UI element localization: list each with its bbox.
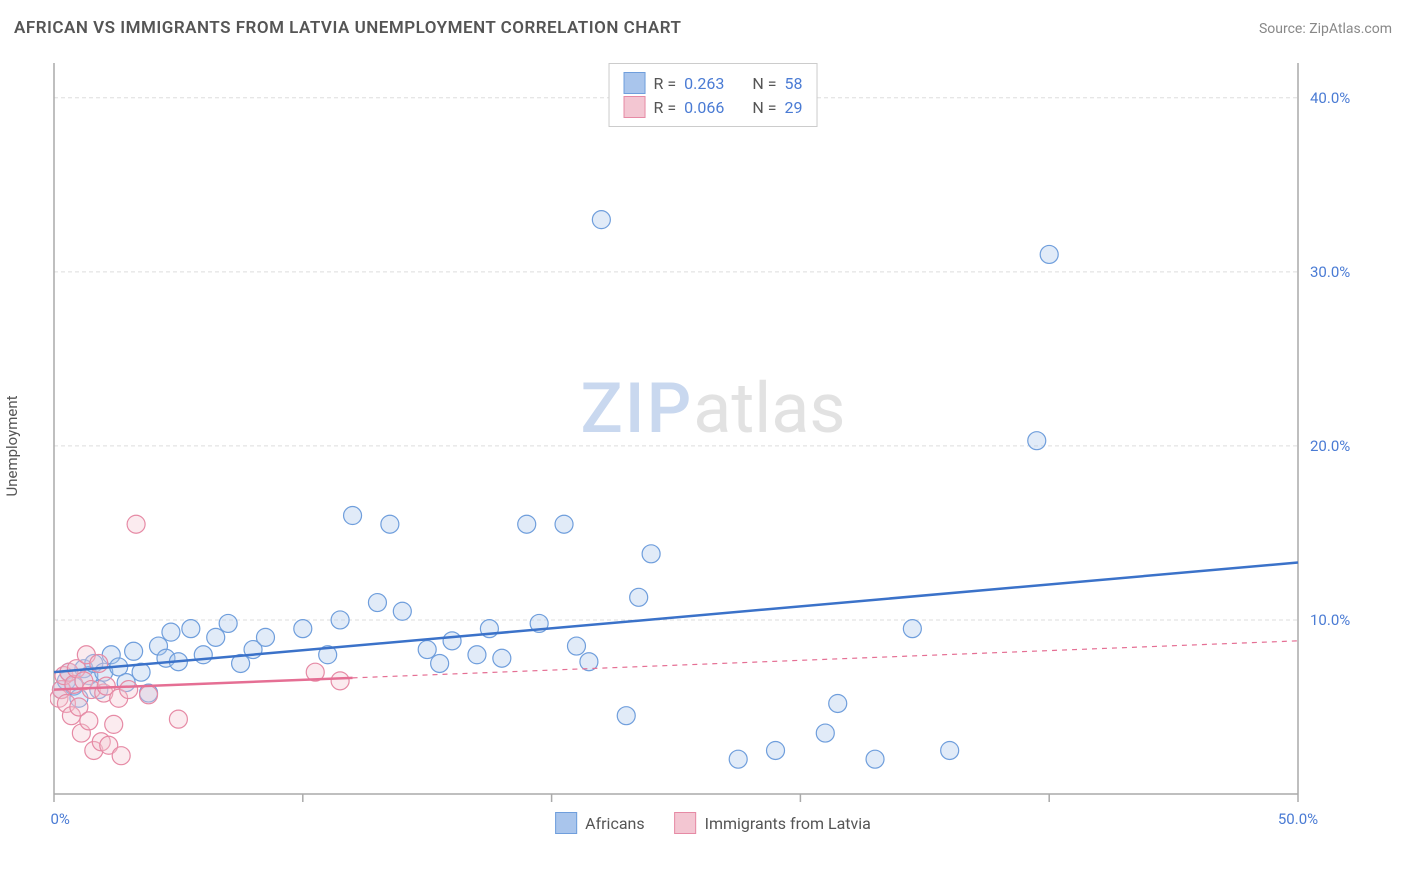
chart-area: 10.0%20.0%30.0%40.0%0.0%50.0% ZIPatlas R… bbox=[50, 55, 1376, 842]
bottom-legend: Africans Immigrants from Latvia bbox=[555, 812, 871, 834]
swatch-latvia bbox=[624, 96, 646, 118]
svg-text:40.0%: 40.0% bbox=[1310, 89, 1350, 107]
legend-swatch-latvia bbox=[675, 812, 697, 834]
svg-text:20.0%: 20.0% bbox=[1310, 437, 1350, 455]
stats-box: R = 0.263 N = 58 R = 0.066 N = 29 bbox=[609, 63, 818, 127]
r-label: R = bbox=[654, 74, 677, 93]
legend-swatch-africans bbox=[555, 812, 577, 834]
svg-text:50.0%: 50.0% bbox=[1278, 810, 1318, 828]
stats-row-africans: R = 0.263 N = 58 bbox=[624, 72, 803, 94]
legend-item-latvia: Immigrants from Latvia bbox=[675, 812, 871, 834]
r-value-africans: 0.263 bbox=[684, 74, 724, 93]
legend-item-africans: Africans bbox=[555, 812, 644, 834]
scatter-chart: 10.0% 20.0% 30.0% 40.0% 0.0% 50.0% bbox=[50, 55, 1376, 842]
legend-label-latvia: Immigrants from Latvia bbox=[705, 814, 871, 833]
r-label: R = bbox=[654, 98, 677, 117]
n-value-latvia: 29 bbox=[784, 98, 802, 117]
chart-title: AFRICAN VS IMMIGRANTS FROM LATVIA UNEMPL… bbox=[14, 18, 681, 38]
y-axis-label: Unemployment bbox=[3, 395, 21, 496]
svg-text:10.0%: 10.0% bbox=[1310, 611, 1350, 629]
n-label: N = bbox=[752, 98, 776, 117]
n-value-africans: 58 bbox=[784, 74, 802, 93]
chart-source: Source: ZipAtlas.com bbox=[1259, 21, 1392, 37]
legend-label-africans: Africans bbox=[585, 814, 644, 833]
stats-row-latvia: R = 0.066 N = 29 bbox=[624, 96, 803, 118]
n-label: N = bbox=[752, 74, 776, 93]
svg-text:0.0%: 0.0% bbox=[50, 810, 70, 828]
r-value-latvia: 0.066 bbox=[684, 98, 724, 117]
swatch-africans bbox=[624, 72, 646, 94]
svg-text:30.0%: 30.0% bbox=[1310, 263, 1350, 281]
